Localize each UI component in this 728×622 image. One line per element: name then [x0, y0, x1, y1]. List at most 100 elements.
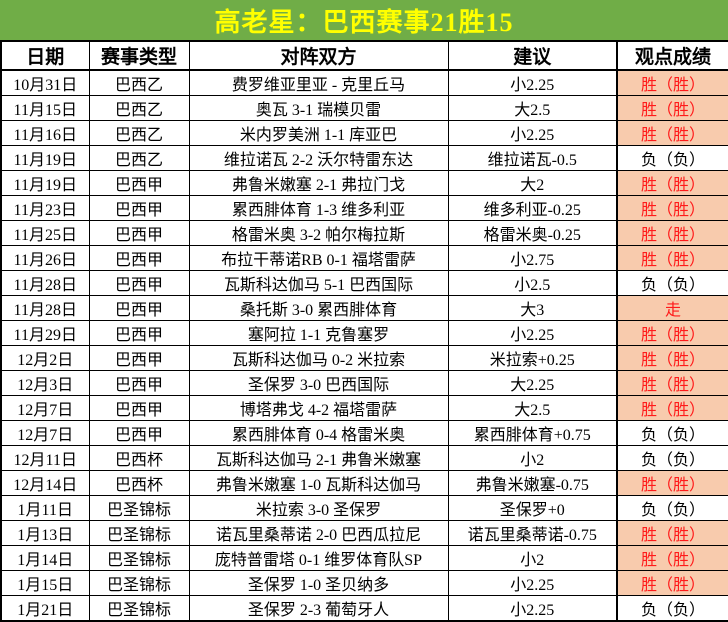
league-cell: 巴西甲 — [88, 295, 190, 321]
league-cell: 巴圣锦标 — [88, 520, 190, 546]
result-cell: 胜（胜） — [616, 170, 728, 196]
league-cell: 巴西甲 — [88, 320, 190, 346]
date-cell: 1月14日 — [0, 545, 90, 571]
tip-cell: 小2.25 — [447, 120, 618, 146]
table-row: 12月14日 巴西杯 弗鲁米嫩塞 1-0 瓦斯科达伽马 弗鲁米嫩塞-0.75 胜（胜） — [0, 470, 728, 496]
tip-cell: 圣保罗+0 — [447, 495, 618, 521]
league-cell: 巴西甲 — [88, 395, 190, 421]
match-cell: 费罗维亚里亚 - 克里丘马 — [188, 69, 449, 96]
table-row: 1月15日 巴圣锦标 圣保罗 1-0 圣贝纳多 小2.25 胜（胜） — [0, 570, 728, 596]
tip-cell: 格雷米奥-0.25 — [447, 220, 618, 246]
result-cell: 胜（胜） — [616, 345, 728, 371]
tip-cell: 小2 — [447, 545, 618, 571]
league-cell: 巴西甲 — [88, 220, 190, 246]
tip-cell: 小2.5 — [447, 270, 618, 296]
match-cell: 圣保罗 1-0 圣贝纳多 — [188, 570, 449, 596]
tip-cell: 大2.25 — [447, 370, 618, 396]
match-cell: 奥瓦 3-1 瑞模贝雷 — [188, 95, 449, 121]
league-cell: 巴圣锦标 — [88, 545, 190, 571]
tip-cell: 小2.75 — [447, 245, 618, 271]
header-row: 日期 赛事类型 对阵双方 建议 观点成绩 — [0, 40, 728, 71]
result-cell: 负（负） — [616, 445, 728, 471]
result-cell: 负（负） — [616, 595, 728, 622]
date-cell: 11月26日 — [0, 245, 90, 271]
tip-cell: 维拉诺瓦-0.5 — [447, 145, 618, 171]
tip-cell: 小2.25 — [447, 595, 618, 622]
result-cell: 走 — [616, 295, 728, 321]
page-title: 高老星：巴西赛事21胜15 — [0, 0, 728, 40]
date-cell: 12月14日 — [0, 470, 90, 496]
date-cell: 1月21日 — [0, 595, 90, 622]
table-row: 11月28日 巴西甲 桑托斯 3-0 累西腓体育 大3 走 — [0, 295, 728, 321]
tip-cell: 诺瓦里桑蒂诺-0.75 — [447, 520, 618, 546]
result-cell: 胜（胜） — [616, 95, 728, 121]
table-row: 1月11日 巴圣锦标 米拉索 3-0 圣保罗 圣保罗+0 负（负） — [0, 495, 728, 521]
match-cell: 诺瓦里桑蒂诺 2-0 巴西瓜拉尼 — [188, 520, 449, 546]
result-cell: 胜（胜） — [616, 69, 728, 96]
date-cell: 12月11日 — [0, 445, 90, 471]
table-row: 11月29日 巴西甲 塞阿拉 1-1 克鲁塞罗 小2.25 胜（胜） — [0, 320, 728, 346]
date-cell: 11月15日 — [0, 95, 90, 121]
league-cell: 巴西甲 — [88, 195, 190, 221]
tip-cell: 大2 — [447, 170, 618, 196]
league-cell: 巴西甲 — [88, 245, 190, 271]
match-cell: 庞特普雷塔 0-1 维罗体育队SP — [188, 545, 449, 571]
result-cell: 胜（胜） — [616, 220, 728, 246]
result-cell: 胜（胜） — [616, 545, 728, 571]
table-row: 12月2日 巴西甲 瓦斯科达伽马 0-2 米拉索 米拉索+0.25 胜（胜） — [0, 345, 728, 371]
league-cell: 巴西甲 — [88, 420, 190, 446]
match-cell: 桑托斯 3-0 累西腓体育 — [188, 295, 449, 321]
tip-cell: 弗鲁米嫩塞-0.75 — [447, 470, 618, 496]
match-cell: 布拉干蒂诺RB 0-1 福塔雷萨 — [188, 245, 449, 271]
match-cell: 圣保罗 3-0 巴西国际 — [188, 370, 449, 396]
date-cell: 11月23日 — [0, 195, 90, 221]
table-row: 12月11日 巴西杯 瓦斯科达伽马 2-1 弗鲁米嫩塞 小2 负（负） — [0, 445, 728, 471]
match-cell: 维拉诺瓦 2-2 沃尔特雷东达 — [188, 145, 449, 171]
table-row: 12月3日 巴西甲 圣保罗 3-0 巴西国际 大2.25 胜（胜） — [0, 370, 728, 396]
tip-cell: 大3 — [447, 295, 618, 321]
table-row: 11月15日 巴西乙 奥瓦 3-1 瑞模贝雷 大2.5 胜（胜） — [0, 95, 728, 121]
result-cell: 胜（胜） — [616, 245, 728, 271]
date-cell: 1月11日 — [0, 495, 90, 521]
match-cell: 瓦斯科达伽马 5-1 巴西国际 — [188, 270, 449, 296]
column-header-match: 对阵双方 — [188, 40, 449, 71]
column-header-date: 日期 — [0, 40, 90, 71]
result-cell: 胜（胜） — [616, 470, 728, 496]
column-header-league: 赛事类型 — [88, 40, 190, 71]
match-cell: 累西腓体育 0-4 格雷米奥 — [188, 420, 449, 446]
league-cell: 巴圣锦标 — [88, 570, 190, 596]
tip-cell: 小2.25 — [447, 69, 618, 96]
league-cell: 巴圣锦标 — [88, 495, 190, 521]
table-row: 11月28日 巴西甲 瓦斯科达伽马 5-1 巴西国际 小2.5 负（负） — [0, 270, 728, 296]
match-cell: 米内罗美洲 1-1 库亚巴 — [188, 120, 449, 146]
table-row: 11月19日 巴西乙 维拉诺瓦 2-2 沃尔特雷东达 维拉诺瓦-0.5 负（负） — [0, 145, 728, 171]
league-cell: 巴西甲 — [88, 270, 190, 296]
date-cell: 12月7日 — [0, 420, 90, 446]
tip-cell: 累西腓体育+0.75 — [447, 420, 618, 446]
league-cell: 巴西乙 — [88, 69, 190, 96]
league-cell: 巴西甲 — [88, 170, 190, 196]
result-cell: 胜（胜） — [616, 520, 728, 546]
tip-cell: 大2.5 — [447, 95, 618, 121]
table-row: 11月26日 巴西甲 布拉干蒂诺RB 0-1 福塔雷萨 小2.75 胜（胜） — [0, 245, 728, 271]
column-header-tip: 建议 — [447, 40, 618, 71]
date-cell: 1月13日 — [0, 520, 90, 546]
match-cell: 米拉索 3-0 圣保罗 — [188, 495, 449, 521]
date-cell: 11月19日 — [0, 170, 90, 196]
date-cell: 12月3日 — [0, 370, 90, 396]
table-row: 11月19日 巴西甲 弗鲁米嫩塞 2-1 弗拉门戈 大2 胜（胜） — [0, 170, 728, 196]
date-cell: 11月29日 — [0, 320, 90, 346]
table-row: 10月31日 巴西乙 费罗维亚里亚 - 克里丘马 小2.25 胜（胜） — [0, 69, 728, 96]
tip-cell: 维多利亚-0.25 — [447, 195, 618, 221]
league-cell: 巴西甲 — [88, 370, 190, 396]
league-cell: 巴西乙 — [88, 95, 190, 121]
result-cell: 负（负） — [616, 420, 728, 446]
table-row: 12月7日 巴西甲 累西腓体育 0-4 格雷米奥 累西腓体育+0.75 负（负） — [0, 420, 728, 446]
tip-cell: 小2.25 — [447, 570, 618, 596]
result-cell: 负（负） — [616, 495, 728, 521]
date-cell: 11月28日 — [0, 270, 90, 296]
table-row: 1月21日 巴圣锦标 圣保罗 2-3 葡萄牙人 小2.25 负（负） — [0, 595, 728, 622]
league-cell: 巴圣锦标 — [88, 595, 190, 622]
result-cell: 胜（胜） — [616, 120, 728, 146]
